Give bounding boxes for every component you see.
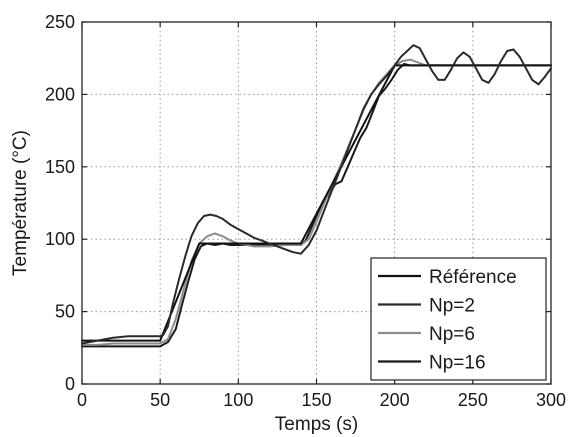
x-tick-label: 250 (458, 390, 488, 410)
y-axis-label: Température (°C) (10, 130, 31, 276)
series-line-0 (81, 64, 552, 342)
series-line-1 (81, 44, 552, 345)
x-tick-label: 50 (150, 390, 170, 410)
y-tick-label: 100 (45, 229, 75, 249)
x-tick-label: 300 (536, 390, 566, 410)
x-tick-label: 100 (223, 390, 253, 410)
y-tick-label: 50 (55, 302, 75, 322)
legend-label-2: Np=6 (429, 324, 475, 345)
y-tick-label: 250 (45, 12, 75, 32)
legend-label-0: Référence (429, 267, 517, 288)
y-tick-label: 200 (45, 84, 75, 104)
y-tick-label: 150 (45, 157, 75, 177)
x-axis-label: Temps (s) (275, 414, 358, 435)
y-tick-label: 0 (65, 374, 75, 394)
x-tick-label: 150 (301, 390, 331, 410)
x-tick-label: 0 (77, 390, 87, 410)
legend-label-1: Np=2 (429, 296, 475, 317)
series-layer (81, 44, 552, 348)
x-tick-label: 200 (380, 390, 410, 410)
axis-ticks: 0 50 100 150 200 250 300 0 50 100 150 200 250 (45, 12, 566, 410)
legend-items: Référence Np=2 Np=6 Np=16 (378, 267, 517, 374)
legend-box (370, 257, 547, 381)
legend: Référence Np=2 Np=6 Np=16 (370, 257, 547, 381)
legend-label-3: Np=16 (429, 353, 486, 374)
